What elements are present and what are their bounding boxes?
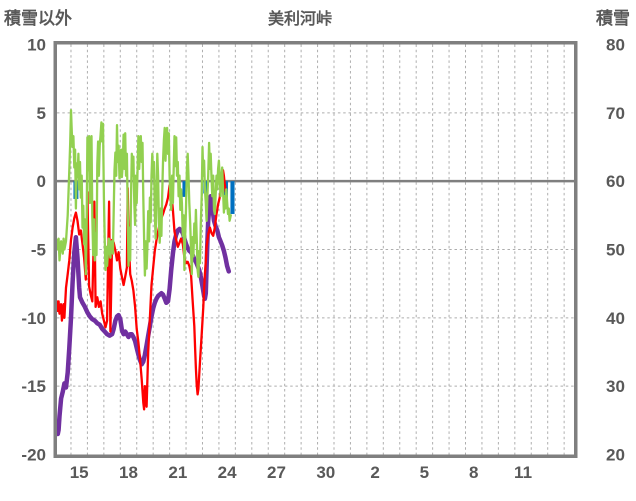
right-axis-tick-label: 50 xyxy=(606,241,625,260)
left-axis-tick-label: -20 xyxy=(21,446,46,465)
x-axis-tick-label: 24 xyxy=(218,463,237,482)
x-axis-tick-label: 2 xyxy=(370,463,379,482)
right-axis-tick-label: 70 xyxy=(606,104,625,123)
x-axis-tick-label: 11 xyxy=(514,463,532,482)
left-axis-tick-label: -5 xyxy=(31,241,46,260)
right-axis-tick-label: 40 xyxy=(606,309,625,328)
gridlines xyxy=(57,44,574,455)
x-axis-tick-label: 30 xyxy=(316,463,335,482)
right-axis-tick-label: 60 xyxy=(606,172,625,191)
right-axis-tick-label: 20 xyxy=(606,446,625,465)
right-axis-tick-label: 30 xyxy=(606,377,625,396)
left-axis-title: 積雪以外 xyxy=(4,8,72,28)
left-axis-tick-label: -15 xyxy=(21,377,46,396)
x-axis-tick-label: 5 xyxy=(420,463,429,482)
blue-bars-bar xyxy=(182,181,187,197)
chart-title: 美利河峠 xyxy=(268,9,332,28)
right-axis-title: 積雪 xyxy=(596,8,630,28)
green-line xyxy=(55,108,232,278)
left-axis-tick-label: 10 xyxy=(27,36,46,55)
x-axis-tick-label: 18 xyxy=(119,463,138,482)
x-axis-tick-label: 15 xyxy=(70,463,89,482)
right-axis-tick-label: 80 xyxy=(606,36,625,55)
blue-bars-bar xyxy=(230,181,235,214)
left-axis-tick-label: -10 xyxy=(21,309,46,328)
plot-border xyxy=(53,41,578,458)
x-axis-tick-label: 21 xyxy=(168,463,187,482)
x-axis-tick-label: 27 xyxy=(267,463,286,482)
left-axis-tick-label: 0 xyxy=(37,172,46,191)
left-axis-tick-label: 5 xyxy=(37,104,46,123)
plot-series xyxy=(54,108,235,437)
x-axis-tick-label: 8 xyxy=(469,463,478,482)
